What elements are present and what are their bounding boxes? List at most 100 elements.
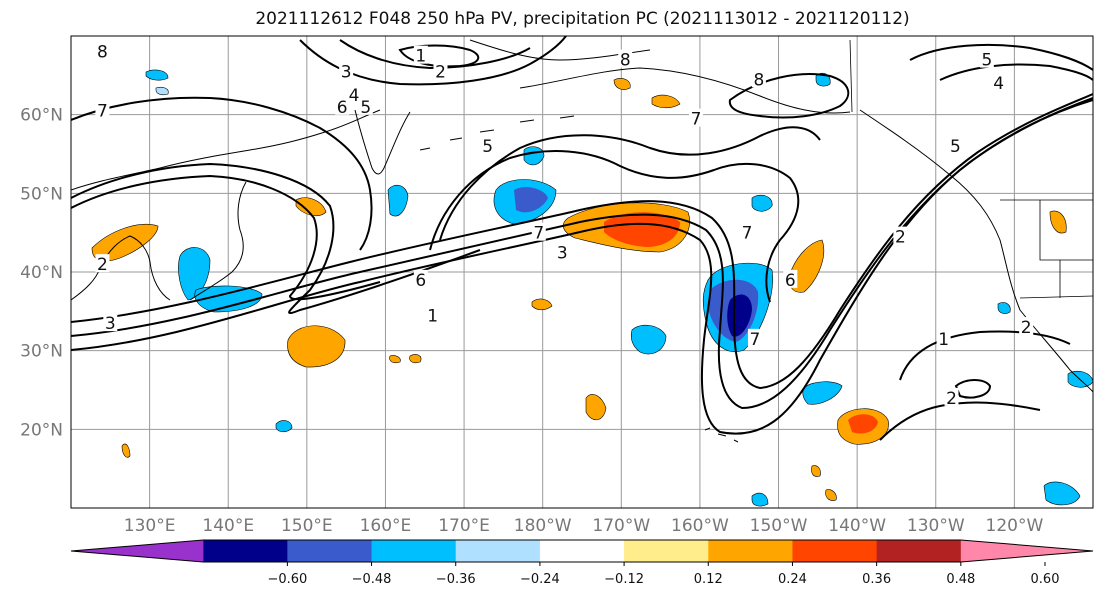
pv-label-background (413, 45, 428, 64)
precip-positive-region (1049, 210, 1067, 234)
precip-negative-region (387, 184, 409, 217)
map-frame (70, 35, 1094, 509)
lon-tick-label: 140°E (202, 516, 254, 536)
precip-positive-region (651, 94, 681, 109)
pv-contour (71, 93, 1093, 390)
lon-tick-label: 120°W (986, 516, 1044, 536)
pv-contour-label: 3 (105, 314, 116, 334)
precip-negative-region (802, 381, 843, 405)
pv-label-background (103, 313, 118, 332)
pv-contour-label: 2 (946, 389, 957, 409)
pv-label-background (95, 254, 110, 273)
pv-label-background (95, 100, 110, 119)
map-title: 2021112612 F048 250 hPa PV, precipitatio… (255, 9, 910, 29)
lat-tick-label: 30°N (20, 342, 63, 362)
pv-contour-label: 7 (750, 330, 761, 350)
colorbar-tick-label: −0.60 (267, 572, 307, 587)
colorbar-tick-label: −0.24 (520, 572, 560, 587)
lat-tick-label: 40°N (20, 263, 63, 283)
pv-contour-label: 7 (691, 110, 702, 130)
pv-contour (899, 330, 1071, 381)
colorbar: −0.60 −0.48 −0.36 −0.24 −0.12 0.12 0.24 0.36 0.4… (70, 539, 1094, 587)
pv-contour-label: 4 (349, 86, 360, 106)
longitude-tick-labels: 130°E 140°E 150°E 160°E 170°E 180°W 170°W 160°W… (124, 516, 1044, 536)
pv-contour (728, 73, 850, 119)
pv-label-background (339, 61, 354, 80)
pv-label-background (531, 222, 546, 241)
lon-tick-label: 150°E (281, 516, 333, 536)
pv-label-background (618, 49, 633, 68)
pv-label-background (747, 328, 762, 347)
lon-tick-label: 160°E (360, 516, 412, 536)
pv-label-background (555, 242, 570, 261)
pv-contour-label: 4 (993, 74, 1004, 94)
coastline-aleutians (419, 115, 575, 151)
pv-contours (71, 36, 1093, 441)
pv-contour-label: 3 (557, 243, 568, 263)
pv-contour-label: 7 (533, 224, 544, 244)
coastline-alaska (519, 67, 851, 114)
latitude-tick-labels: 60°N 50°N 40°N 30°N 20°N (20, 106, 63, 441)
precip-negative-region (1043, 481, 1081, 506)
lon-tick-label: 130°E (124, 516, 176, 536)
pv-contour (439, 126, 821, 241)
pv-contour-label: 5 (950, 137, 961, 157)
colorbar-segment (287, 540, 373, 562)
border-alaska-canada (849, 39, 853, 113)
colorbar-segment (624, 540, 709, 562)
pv-label-background (480, 136, 495, 155)
precip-positive-region (531, 298, 553, 311)
pv-contour-label: 8 (97, 43, 108, 63)
pv-contour (909, 43, 1093, 71)
pv-contour-label: 5 (482, 137, 493, 157)
precip-positive-region (295, 197, 327, 217)
pv-contour (429, 150, 800, 303)
lon-tick-label: 130°W (907, 516, 965, 536)
precip-strong-negative-region (514, 187, 548, 213)
pv-contour-label: 8 (753, 70, 764, 90)
precip-positive-region (825, 489, 837, 501)
pv-contour (71, 99, 1093, 435)
pv-contour (71, 96, 373, 251)
precip-positive-region (121, 443, 131, 458)
precip-negative-region (145, 69, 169, 81)
pv-contour (299, 36, 567, 86)
lon-tick-label: 170°W (592, 516, 650, 536)
pv-contour (879, 401, 1041, 441)
colorbar-tick-label: −0.48 (352, 572, 392, 587)
coastline-asia (71, 109, 381, 191)
precip-positive-region (585, 394, 607, 421)
lon-tick-label: 180°W (514, 516, 572, 536)
coastline-korea-china (71, 235, 171, 301)
coastline-japan (189, 181, 247, 301)
pv-contour-label: 6 (785, 271, 796, 291)
colorbar-tick-label: 0.36 (862, 572, 891, 587)
lon-tick-label: 170°E (438, 516, 490, 536)
graticule (71, 36, 1093, 508)
precip-positive-region (409, 354, 422, 364)
pv-label-background (95, 41, 110, 60)
precip-negative-region (997, 302, 1011, 314)
pv-label-background (347, 85, 362, 103)
pv-contour (939, 63, 1093, 81)
colorbar-extend-min (71, 540, 204, 562)
pv-contour-label: 2 (97, 255, 108, 275)
colorbar-segment (876, 540, 962, 562)
pv-label-background (948, 136, 963, 155)
pv-label-background (893, 226, 908, 245)
pv-contour-label: 8 (620, 51, 631, 71)
pv-contour (71, 174, 381, 301)
pv-contour (954, 379, 992, 399)
pv-contour-label: 6 (337, 98, 348, 118)
lon-tick-label: 140°W (828, 516, 886, 536)
pv-label-background (425, 305, 440, 324)
precip-negative-region (275, 420, 293, 433)
pv-contour-label: 6 (415, 271, 426, 291)
pv-contour-label: 7 (97, 102, 108, 122)
pv-label-background (751, 69, 766, 88)
coastline-hawaii (704, 427, 739, 443)
colorbar-tick-label: 0.48 (946, 572, 975, 587)
precip-positive-region (287, 325, 346, 368)
precip-negative-region (194, 285, 263, 313)
